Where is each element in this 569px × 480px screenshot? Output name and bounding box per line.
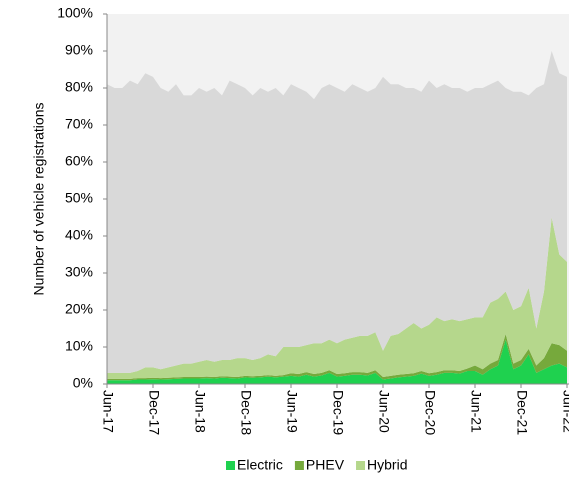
y-tick-label: 0%	[73, 375, 93, 391]
y-tick-label: 20%	[65, 301, 93, 317]
y-axis-label: Number of vehicle registrations	[31, 103, 47, 296]
x-tick-label: Dec-20	[422, 390, 438, 435]
legend-label: PHEV	[306, 457, 345, 473]
y-tick-label: 100%	[57, 5, 93, 21]
x-tick-label: Dec-18	[238, 390, 254, 435]
x-tick-label: Jun-19	[284, 390, 300, 433]
x-tick-label: Dec-19	[330, 390, 346, 435]
legend-label: Hybrid	[367, 457, 407, 473]
y-tick-label: 10%	[65, 338, 93, 354]
y-tick-label: 30%	[65, 264, 93, 280]
x-tick-label: Jun-17	[100, 390, 116, 433]
x-tick-label: Jun-21	[468, 390, 484, 433]
y-tick-label: 80%	[65, 79, 93, 95]
x-tick-label: Dec-17	[146, 390, 162, 435]
legend-swatch	[356, 461, 366, 470]
area	[107, 51, 567, 373]
legend-swatch	[294, 461, 304, 470]
x-tick-label: Jun-22	[560, 390, 569, 433]
x-tick-label: Jun-20	[376, 390, 392, 433]
y-tick-label: 90%	[65, 42, 93, 58]
area	[107, 217, 567, 379]
x-tick-label: Jun-18	[192, 390, 208, 433]
y-tick-label: 70%	[65, 116, 93, 132]
y-tick-label: 50%	[65, 190, 93, 206]
legend-label: Electric	[237, 457, 283, 473]
y-tick-label: 40%	[65, 227, 93, 243]
legend-swatch	[226, 461, 235, 470]
x-tick-label: Dec-21	[514, 390, 530, 435]
y-tick-label: 60%	[65, 153, 93, 169]
